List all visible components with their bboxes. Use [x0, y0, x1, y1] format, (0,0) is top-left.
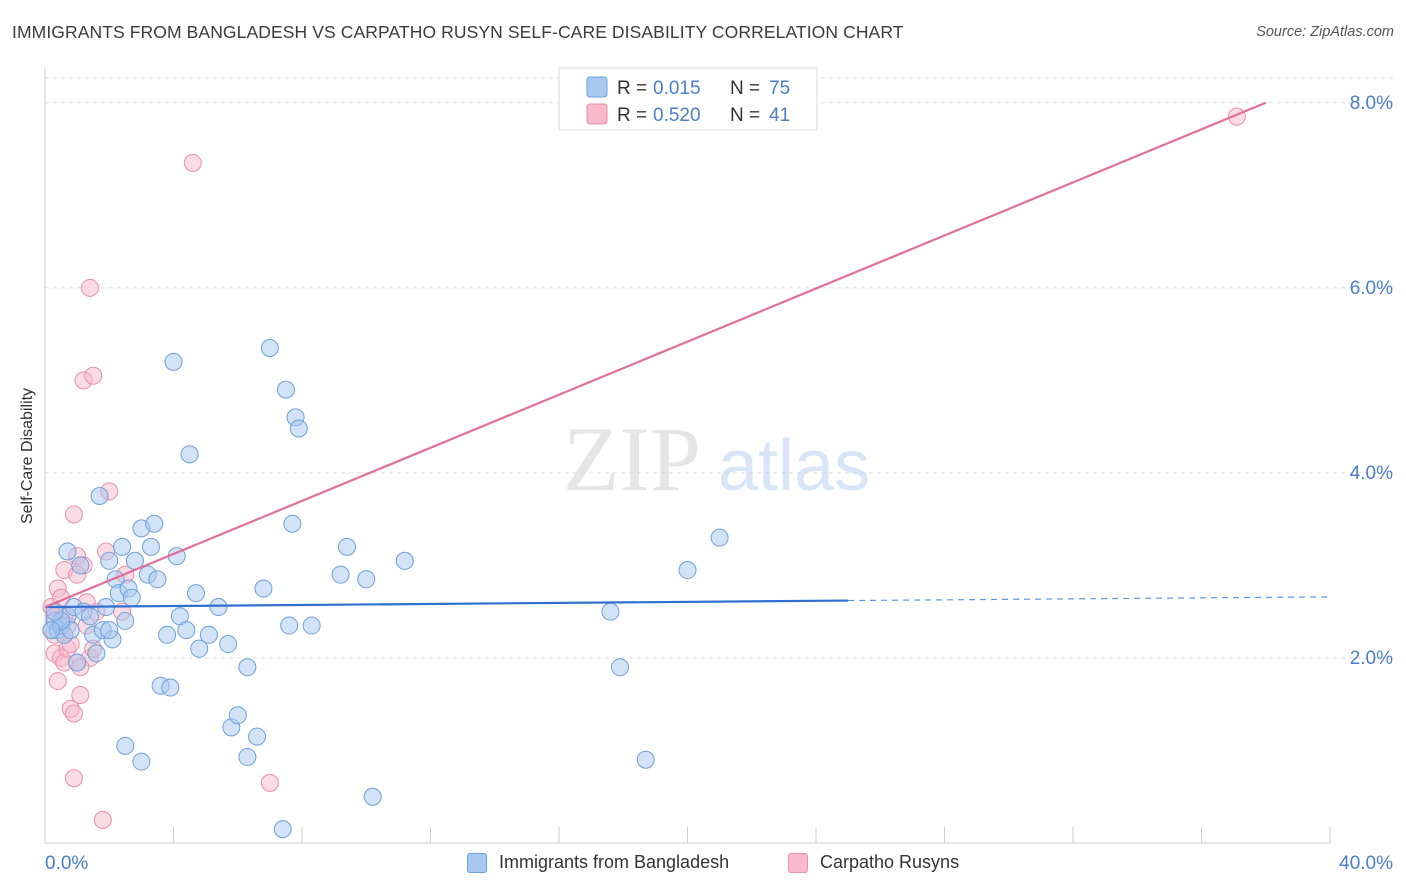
- bangladesh-point: [116, 611, 135, 630]
- legend-n-label-carpatho: N =: [730, 105, 760, 126]
- x-tick-label: 40.0%: [1339, 853, 1393, 874]
- legend-item-bangladesh[interactable]: Immigrants from Bangladesh: [467, 852, 729, 873]
- legend-r-value-bangladesh: 0.015: [653, 78, 701, 99]
- bangladesh-point: [186, 584, 205, 603]
- carpatho-point: [260, 773, 279, 792]
- bangladesh-point: [280, 616, 299, 635]
- legend-top: R = 0.015 N = 75 R = 0.520 N = 41: [558, 67, 818, 131]
- bangladesh-point: [228, 706, 247, 725]
- bangladesh-point: [71, 556, 90, 575]
- bangladesh-point: [238, 658, 257, 677]
- bangladesh-point: [273, 820, 292, 839]
- bangladesh-point: [190, 639, 209, 658]
- legend-swatch-blue: [467, 852, 487, 873]
- bangladesh-point: [276, 380, 295, 399]
- bangladesh-point: [601, 602, 620, 621]
- carpatho-trend-line: [44, 101, 1267, 609]
- carpatho-point: [64, 704, 83, 723]
- carpatho-point: [71, 685, 90, 704]
- y-tick-label: 8.0%: [1350, 93, 1393, 114]
- bangladesh-point: [148, 570, 167, 589]
- y-tick-label: 4.0%: [1350, 463, 1393, 484]
- bangladesh-point: [68, 653, 87, 672]
- carpatho-point: [183, 153, 202, 172]
- legend-item-carpatho[interactable]: Carpatho Rusyns: [788, 852, 959, 873]
- legend-r-value-carpatho: 0.520: [653, 105, 701, 126]
- bangladesh-point: [238, 747, 257, 766]
- y-tick-label: 6.0%: [1350, 278, 1393, 299]
- bangladesh-point: [289, 419, 308, 438]
- bangladesh-point: [611, 658, 630, 677]
- bangladesh-point: [142, 537, 161, 556]
- bangladesh-point: [100, 621, 119, 640]
- bangladesh-point: [42, 621, 61, 640]
- bangladesh-point: [710, 528, 729, 547]
- axes: [44, 68, 1331, 844]
- bangladesh-point: [302, 616, 321, 635]
- bangladesh-point: [199, 625, 218, 644]
- legend-swatch-pink: [788, 852, 808, 873]
- bangladesh-point: [395, 551, 414, 570]
- legend-r-label-carpatho: R =: [617, 105, 647, 126]
- bangladesh-trend-extension: [848, 596, 1331, 602]
- watermark-zip: ZIP: [563, 408, 701, 510]
- bangladesh-point: [180, 445, 199, 464]
- bangladesh-point: [87, 644, 106, 663]
- legend-label-carpatho: Carpatho Rusyns: [820, 852, 960, 872]
- bangladesh-point: [678, 561, 697, 580]
- x-tick-label: 0.0%: [45, 853, 88, 874]
- carpatho-point: [80, 278, 99, 297]
- legend-r-label-bangladesh: R =: [617, 78, 647, 99]
- bangladesh-point: [145, 514, 164, 533]
- bangladesh-point: [164, 352, 183, 371]
- bangladesh-point: [122, 588, 141, 607]
- watermark-atlas: atlas: [718, 426, 870, 506]
- bangladesh-point: [80, 607, 99, 626]
- legend-bottom: Immigrants from Bangladesh Carpatho Rusy…: [0, 850, 1406, 880]
- bangladesh-point: [100, 551, 119, 570]
- legend-n-value-carpatho: 41: [769, 105, 790, 126]
- bangladesh-point: [209, 598, 228, 617]
- bangladesh-point: [177, 621, 196, 640]
- bangladesh-point: [331, 565, 350, 584]
- watermark: ZIP atlas: [563, 408, 870, 510]
- bangladesh-point: [116, 736, 135, 755]
- legend-label-bangladesh: Immigrants from Bangladesh: [499, 852, 730, 872]
- bangladesh-point: [90, 487, 109, 506]
- bangladesh-point: [58, 542, 77, 561]
- carpatho-point: [84, 366, 103, 385]
- bangladesh-point: [158, 625, 177, 644]
- carpatho-point: [93, 810, 112, 829]
- carpatho-point: [48, 672, 67, 691]
- trend-lines: [44, 101, 1331, 609]
- legend-swatch-carpatho: [586, 103, 608, 125]
- bangladesh-trend-line: [44, 599, 849, 609]
- bangladesh-point: [219, 635, 238, 654]
- legend-n-value-bangladesh: 75: [769, 78, 790, 99]
- bangladesh-points: [42, 338, 729, 839]
- bangladesh-point: [283, 514, 302, 533]
- chart-source: Source: ZipAtlas.com: [1256, 24, 1394, 40]
- grid-lines: [45, 77, 1395, 659]
- bangladesh-point: [260, 338, 279, 357]
- bangladesh-point: [636, 750, 655, 769]
- bangladesh-point: [337, 537, 356, 556]
- legend-swatch-bangladesh: [586, 76, 608, 98]
- tick-labels: 2.0% 4.0% 6.0% 8.0% 0.0% 40.0%: [45, 93, 1393, 874]
- bangladesh-point: [132, 752, 151, 771]
- bangladesh-point: [363, 787, 382, 806]
- bangladesh-point: [357, 570, 376, 589]
- chart-title: IMMIGRANTS FROM BANGLADESH VS CARPATHO R…: [12, 22, 904, 42]
- bangladesh-point: [248, 727, 267, 746]
- carpatho-point: [64, 505, 83, 524]
- bangladesh-point: [113, 537, 132, 556]
- y-tick-label: 2.0%: [1350, 648, 1393, 669]
- legend-n-label-bangladesh: N =: [730, 78, 760, 99]
- carpatho-point: [64, 769, 83, 788]
- bangladesh-point: [161, 678, 180, 697]
- bangladesh-point: [254, 579, 273, 598]
